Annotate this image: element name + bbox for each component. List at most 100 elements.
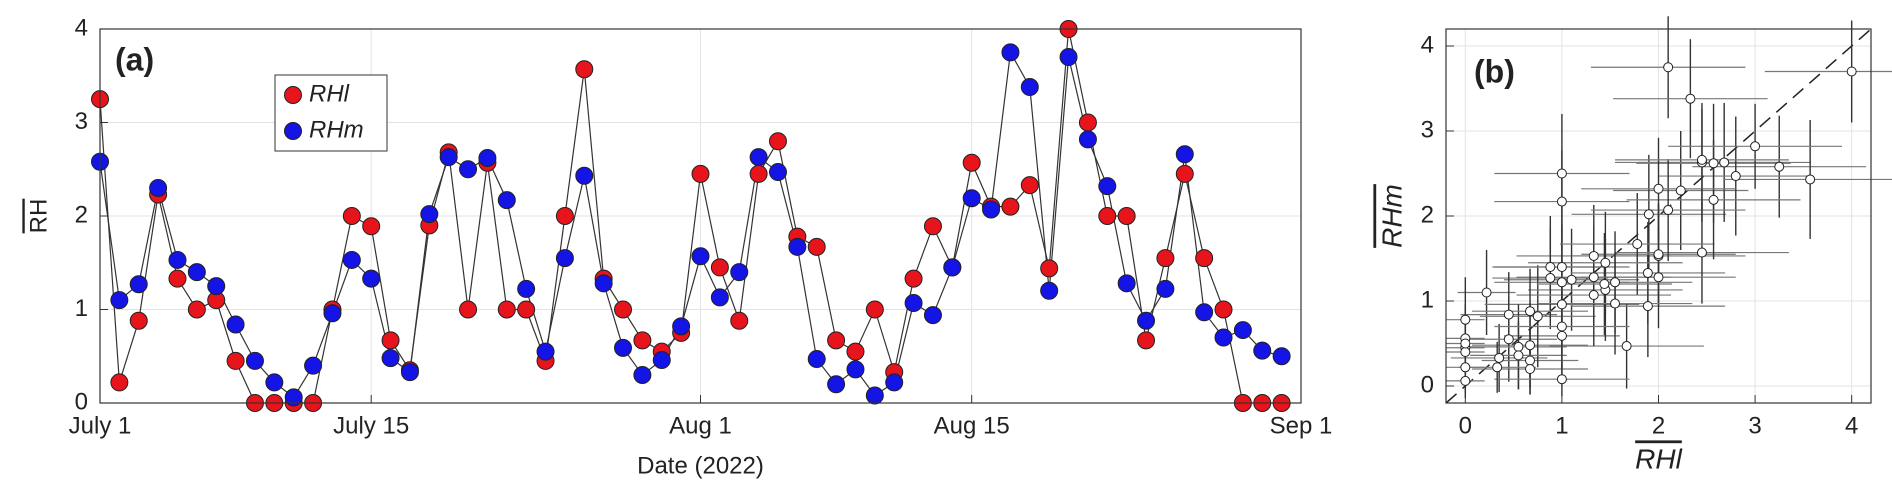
point [1253,341,1272,360]
point [962,153,981,172]
y-tick-label: 4 [75,14,88,41]
legend-marker [284,122,302,140]
point [1001,43,1020,62]
point [885,373,904,392]
point [1195,249,1214,268]
point [187,263,206,282]
point [1588,290,1599,301]
point [1774,161,1785,172]
point [1214,328,1233,347]
x-tick-label: July 15 [333,412,409,439]
point [439,148,458,167]
point [1588,250,1599,261]
point [768,132,787,151]
point [1137,331,1156,350]
point [1492,362,1503,373]
point [362,269,381,288]
point [226,351,245,370]
point [614,300,633,319]
point [749,148,768,167]
y-axis-label: RHm [1376,184,1407,248]
point [226,315,245,334]
y-tick-label: 0 [1421,371,1434,398]
point [1059,48,1078,67]
point [1494,352,1505,363]
point [1137,311,1156,330]
point [1566,274,1577,285]
legend-label: RHm [309,116,364,143]
point [1588,272,1599,283]
point [1532,311,1543,322]
point [1460,314,1471,325]
point [284,388,303,407]
point [381,331,400,350]
point [381,349,400,368]
point [304,356,323,375]
point [1513,341,1524,352]
point [827,375,846,394]
y-tick-label: 2 [75,201,88,228]
point [129,311,148,330]
point [555,249,574,268]
point [1730,171,1741,182]
point [749,164,768,183]
point [1020,77,1039,96]
point [1696,247,1707,258]
point [1098,177,1117,196]
y-tick-label: 2 [1421,201,1434,228]
y-tick-label: 0 [75,388,88,415]
point [400,363,419,382]
x-axis-label: RHl [1635,443,1682,474]
point [1040,281,1059,300]
x-tick-label: July 1 [69,412,132,439]
point [1805,174,1816,185]
y-tick-label: 1 [75,295,88,322]
point [1117,207,1136,225]
point [110,291,129,310]
panel-label: (b) [1474,53,1515,89]
point [497,300,516,319]
x-tick-label: Sep 1 [1270,412,1333,439]
point [420,205,439,224]
legend-marker [284,86,302,104]
point [459,160,478,179]
point [1632,239,1643,250]
point [1653,272,1664,283]
point [1525,306,1536,317]
point [1663,205,1674,216]
point [362,217,381,236]
point [594,274,613,293]
point [1643,209,1654,220]
x-tick-label: 4 [1845,412,1858,439]
point [1685,93,1696,104]
point [1556,321,1567,332]
point [1481,287,1492,298]
point [691,164,710,183]
y-tick-label: 4 [1421,31,1434,58]
point [710,288,729,307]
point [962,189,981,208]
point [129,275,148,294]
point [1556,262,1567,272]
point [1460,347,1471,357]
point [245,351,264,370]
point [168,250,187,269]
point [788,237,807,256]
point [982,200,1001,219]
point [1610,298,1621,309]
point [1460,375,1471,386]
point [1545,273,1556,284]
point [1503,334,1514,345]
point [207,277,226,296]
point [1525,340,1536,351]
y-tick-label: 3 [75,108,88,135]
point [517,279,536,298]
point [1621,341,1632,352]
point [1653,183,1664,194]
point [1696,154,1707,165]
point [865,386,884,405]
point [1653,249,1664,260]
point [1525,355,1536,366]
point [1556,374,1567,385]
point [517,300,536,319]
